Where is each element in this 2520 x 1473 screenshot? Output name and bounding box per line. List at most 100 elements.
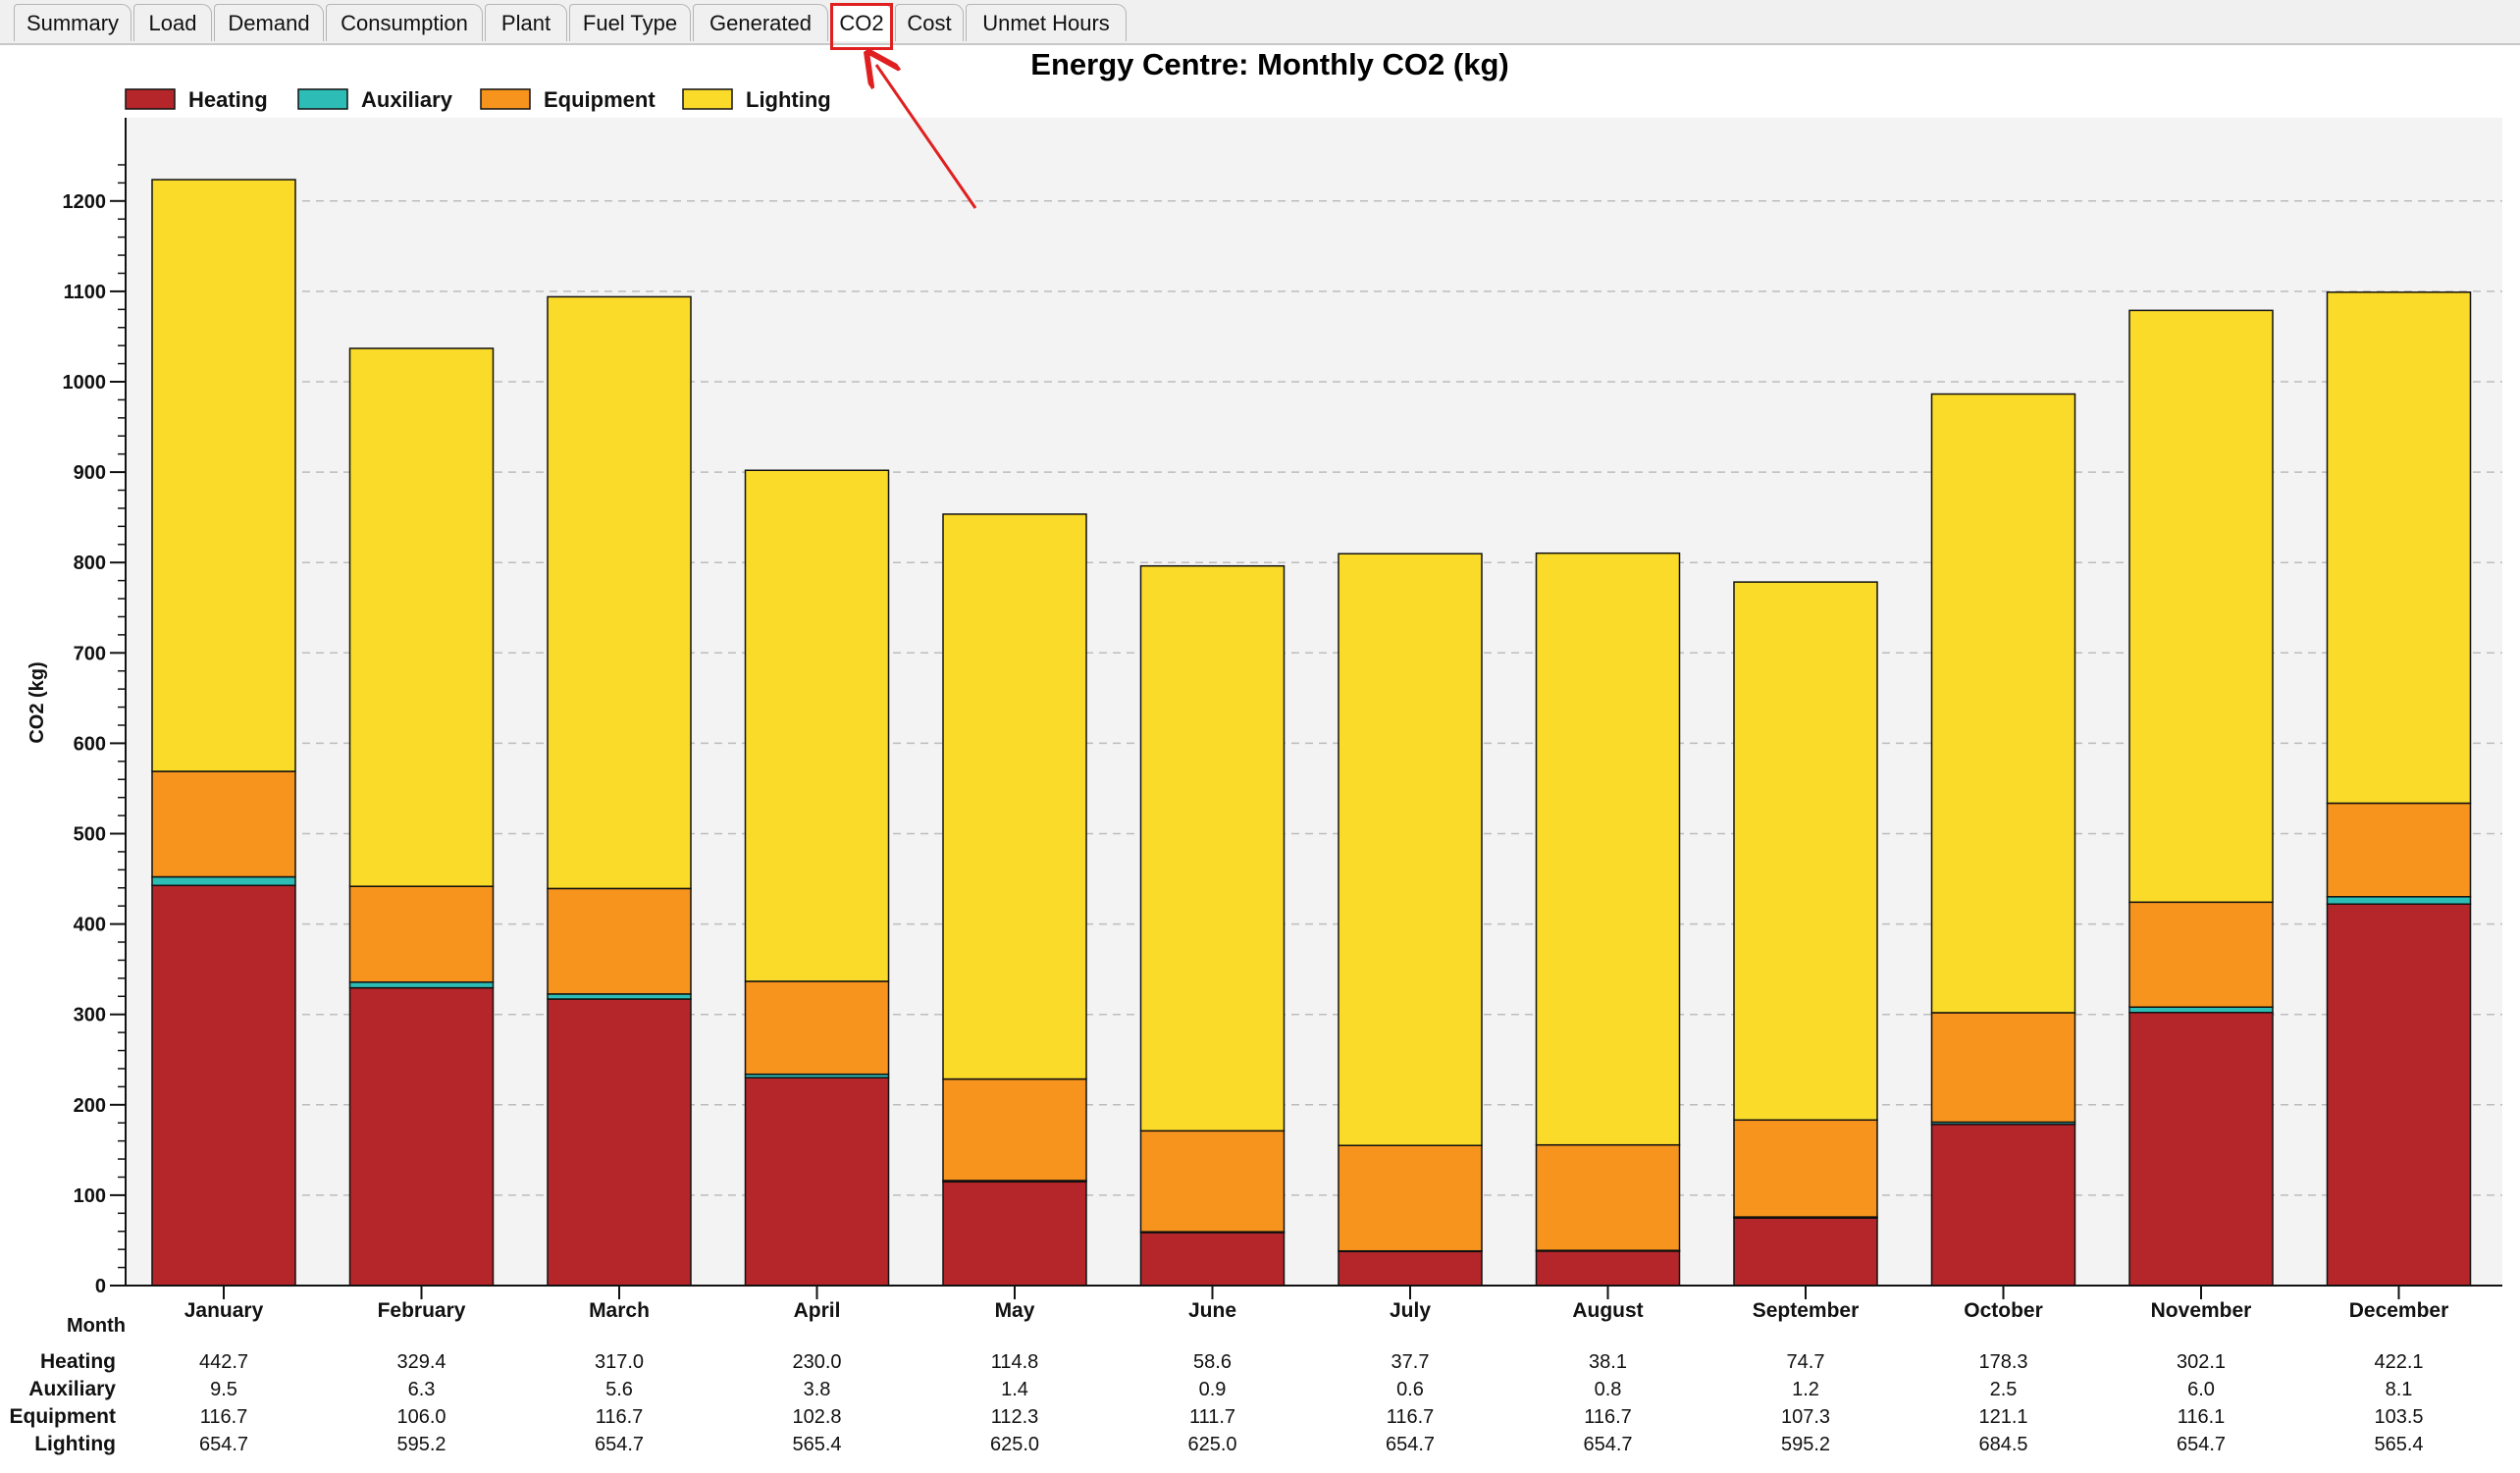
x-tick-label-february: February <box>378 1299 466 1322</box>
table-cell-lighting-april: 565.4 <box>792 1434 841 1455</box>
tab-load[interactable]: Load <box>133 4 212 41</box>
table-cell-equipment-september: 107.3 <box>1781 1406 1830 1428</box>
table-cell-lighting-june: 625.0 <box>1187 1434 1236 1455</box>
tab-cost[interactable]: Cost <box>895 4 964 41</box>
y-tick-label-800: 800 <box>74 552 106 574</box>
table-cell-heating-september: 74.7 <box>1787 1351 1825 1373</box>
table-cell-auxiliary-august: 0.8 <box>1595 1379 1622 1400</box>
bar-heating-september <box>1733 1217 1878 1287</box>
tab-demand[interactable]: Demand <box>214 4 324 41</box>
bar-equipment-july <box>1338 1144 1483 1252</box>
legend-label-heating: Heating <box>188 87 268 112</box>
table-cell-auxiliary-may: 1.4 <box>1001 1379 1028 1400</box>
legend-label-equipment: Equipment <box>544 87 656 112</box>
x-tick-label-july: July <box>1390 1299 1431 1322</box>
bar-equipment-june <box>1139 1130 1286 1233</box>
bar-equipment-april <box>744 980 890 1076</box>
table-cell-heating-july: 37.7 <box>1391 1351 1430 1373</box>
table-cell-heating-november: 302.1 <box>2177 1351 2226 1373</box>
x-tick-label-may: May <box>995 1299 1035 1322</box>
x-tick-label-january: January <box>184 1299 264 1322</box>
bar-lighting-january <box>151 179 296 772</box>
co2-chart: 0 100 200 300 400 500 600 700 800 900 1000 1100 1200… <box>10 43 2502 1455</box>
y-tick-label-1200: 1200 <box>63 191 107 213</box>
tab-plant[interactable]: Plant <box>485 4 567 41</box>
table-cell-auxiliary-september: 1.2 <box>1792 1379 1819 1400</box>
table-cell-lighting-march: 654.7 <box>595 1434 644 1455</box>
y-tick-label-200: 200 <box>74 1095 106 1117</box>
bar-lighting-may <box>942 513 1087 1080</box>
table-cell-lighting-october: 684.5 <box>1978 1434 2027 1455</box>
bar-auxiliary-december <box>2326 896 2472 905</box>
table-cell-heating-april: 230.0 <box>792 1351 841 1373</box>
tab-unmet-hours[interactable]: Unmet Hours <box>966 4 1127 41</box>
bar-equipment-december <box>2326 802 2472 898</box>
bar-lighting-september <box>1733 581 1878 1122</box>
data-table: Heating 442.7 329.4 317.0 230.0 114.8 58.6 37.7… <box>10 1350 2424 1455</box>
table-cell-auxiliary-june: 0.9 <box>1199 1379 1227 1400</box>
table-cell-equipment-october: 121.1 <box>1978 1406 2027 1428</box>
tab-generated[interactable]: Generated <box>693 4 828 41</box>
table-cell-auxiliary-november: 6.0 <box>2187 1379 2215 1400</box>
x-tick-label-september: September <box>1753 1299 1860 1322</box>
table-cell-lighting-november: 654.7 <box>2177 1434 2226 1455</box>
tab-fuel-type[interactable]: Fuel Type <box>569 4 691 41</box>
annotation-arrow <box>876 65 977 209</box>
table-cell-equipment-january: 116.7 <box>200 1406 248 1428</box>
table-cell-lighting-august: 654.7 <box>1583 1434 1632 1455</box>
bar-equipment-september <box>1733 1119 1878 1218</box>
table-cell-auxiliary-april: 3.8 <box>804 1379 831 1400</box>
bar-heating-august <box>1535 1250 1681 1287</box>
bar-heating-february <box>348 986 495 1287</box>
legend-swatch-lighting <box>682 88 733 110</box>
table-cell-heating-august: 38.1 <box>1589 1351 1627 1373</box>
x-tick-label-march: March <box>589 1299 650 1322</box>
table-cell-auxiliary-january: 9.5 <box>210 1379 237 1400</box>
y-tick-label-500: 500 <box>74 824 106 846</box>
bars <box>151 179 2472 1287</box>
table-cell-heating-june: 58.6 <box>1193 1351 1232 1373</box>
bar-heating-october <box>1930 1124 2076 1287</box>
table-row-label-equipment: Equipment <box>10 1405 117 1428</box>
bar-auxiliary-november <box>2128 1006 2274 1014</box>
tab-summary[interactable]: Summary <box>14 4 131 41</box>
table-cell-equipment-november: 116.1 <box>2178 1406 2226 1428</box>
bar-lighting-april <box>744 469 890 982</box>
x-tick-label-november: November <box>2151 1299 2252 1322</box>
tab-co2[interactable]: CO2 <box>830 4 893 41</box>
table-cell-lighting-september: 595.2 <box>1781 1434 1830 1455</box>
table-cell-equipment-december: 103.5 <box>2374 1406 2423 1428</box>
bar-auxiliary-january <box>151 875 296 887</box>
table-cell-lighting-july: 654.7 <box>1386 1434 1435 1455</box>
table-cell-auxiliary-july: 0.6 <box>1396 1379 1424 1400</box>
x-tick-label-august: August <box>1572 1299 1643 1322</box>
x-tick-label-april: April <box>794 1299 841 1322</box>
table-row-label-lighting: Lighting <box>34 1433 116 1455</box>
y-tick-label-600: 600 <box>74 733 106 755</box>
table-cell-auxiliary-february: 6.3 <box>408 1379 436 1400</box>
bar-equipment-may <box>942 1078 1087 1182</box>
legend: Heating Auxiliary Equipment Lighting <box>125 87 831 112</box>
y-tick-label-900: 900 <box>74 462 106 484</box>
table-cell-equipment-april: 102.8 <box>792 1406 841 1428</box>
table-cell-heating-march: 317.0 <box>595 1351 644 1373</box>
table-row-label-auxiliary: Auxiliary <box>28 1378 116 1400</box>
table-cell-heating-january: 442.7 <box>199 1351 248 1373</box>
table-cell-auxiliary-october: 2.5 <box>1990 1379 2018 1400</box>
table-cell-equipment-june: 111.7 <box>1189 1406 1235 1428</box>
y-tick-label-1000: 1000 <box>63 372 107 394</box>
tab-consumption[interactable]: Consumption <box>326 4 483 41</box>
legend-label-lighting: Lighting <box>746 87 831 112</box>
y-tick-label-100: 100 <box>74 1185 106 1207</box>
co2-tab-highlight-box <box>830 3 893 50</box>
table-cell-auxiliary-march: 5.6 <box>605 1379 633 1400</box>
table-cell-equipment-august: 116.7 <box>1584 1406 1632 1428</box>
bar-heating-december <box>2326 903 2472 1287</box>
bar-lighting-december <box>2326 290 2472 805</box>
legend-label-auxiliary: Auxiliary <box>361 87 453 112</box>
x-tick-label-june: June <box>1188 1299 1236 1322</box>
bar-equipment-january <box>151 770 296 878</box>
x-tick-label-december: December <box>2349 1299 2449 1322</box>
table-cell-equipment-july: 116.7 <box>1387 1406 1435 1428</box>
x-tick-label-october: October <box>1964 1299 2043 1322</box>
